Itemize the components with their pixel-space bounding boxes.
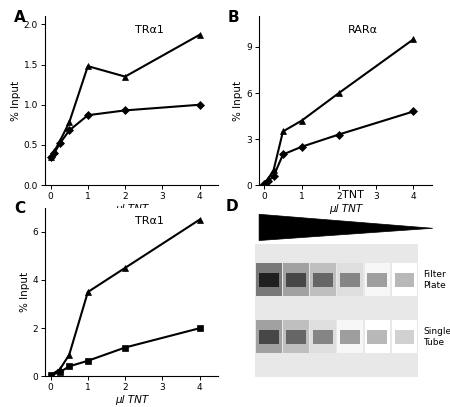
Bar	[256, 320, 282, 353]
Bar	[256, 263, 282, 296]
Text: RARα: RARα	[348, 25, 378, 35]
Text: Single
Tube: Single Tube	[423, 328, 450, 347]
X-axis label: μl TNT: μl TNT	[115, 395, 148, 405]
Bar	[286, 330, 306, 344]
Bar	[368, 273, 387, 287]
Bar	[340, 273, 360, 287]
Bar	[286, 273, 306, 287]
Y-axis label: % Input: % Input	[11, 81, 21, 121]
Text: B: B	[228, 9, 239, 24]
Bar	[338, 263, 363, 296]
Text: C: C	[14, 201, 25, 216]
Bar	[259, 330, 279, 344]
Bar	[313, 330, 333, 344]
Text: Filter
Plate: Filter Plate	[423, 270, 446, 290]
X-axis label: μl TNT: μl TNT	[115, 204, 148, 214]
Text: D: D	[225, 199, 238, 214]
Text: TRα1: TRα1	[135, 25, 163, 35]
Bar	[392, 263, 417, 296]
Bar	[259, 273, 279, 287]
Bar	[364, 320, 390, 353]
Bar	[368, 330, 387, 344]
Bar	[392, 320, 417, 353]
X-axis label: μl TNT: μl TNT	[329, 204, 362, 214]
Y-axis label: % Input: % Input	[19, 272, 30, 312]
Bar	[395, 330, 414, 344]
Bar	[364, 263, 390, 296]
Bar	[338, 320, 363, 353]
Text: TRα1: TRα1	[135, 216, 163, 226]
Bar	[284, 320, 309, 353]
Polygon shape	[259, 214, 433, 241]
Bar	[395, 273, 414, 287]
Text: A: A	[14, 9, 26, 24]
Text: TNT: TNT	[342, 190, 364, 200]
Bar	[255, 244, 418, 377]
Bar	[310, 263, 336, 296]
Bar	[313, 273, 333, 287]
Bar	[284, 263, 309, 296]
Bar	[310, 320, 336, 353]
Bar	[340, 330, 360, 344]
Y-axis label: % Input: % Input	[233, 81, 243, 121]
